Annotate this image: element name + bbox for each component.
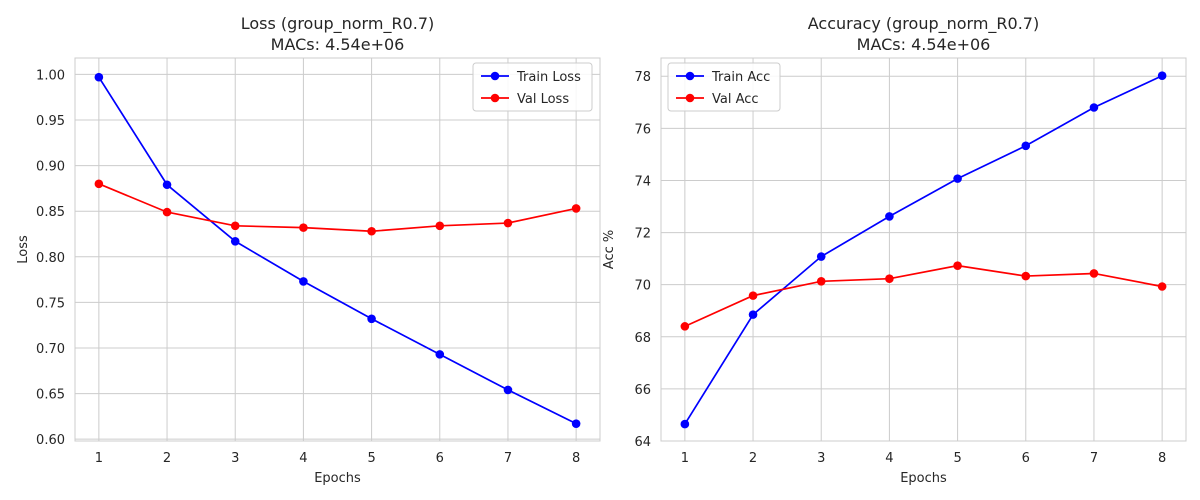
x-tick-label: 3 <box>231 451 239 466</box>
y-tick-label: 74 <box>634 174 651 189</box>
x-tick-label: 2 <box>163 451 171 466</box>
data-point-train <box>94 72 104 82</box>
data-point-val <box>94 179 104 189</box>
data-point-train <box>571 419 581 428</box>
x-tick-label: 6 <box>1022 451 1030 466</box>
y-tick-label: 0.65 <box>36 388 65 403</box>
x-tick-label: 1 <box>95 451 103 466</box>
data-point-train <box>1157 71 1167 81</box>
legend-marker <box>685 71 695 81</box>
y-tick-label: 0.60 <box>36 433 65 448</box>
y-tick-label: 0.80 <box>36 251 65 266</box>
data-point-train <box>367 314 376 324</box>
y-tick-label: 0.70 <box>36 342 65 357</box>
chart-subtitle: MACs: 4.54e+06 <box>271 35 405 54</box>
x-tick-label: 5 <box>953 451 961 466</box>
data-point-train <box>1021 141 1031 151</box>
data-point-val <box>435 221 445 231</box>
plot-frame <box>660 57 1187 442</box>
legend-label: Val Loss <box>517 92 569 107</box>
data-point-train <box>435 350 445 359</box>
legend-label: Train Loss <box>516 70 581 85</box>
y-tick-label: 70 <box>634 279 651 294</box>
series-line-val <box>98 183 577 233</box>
data-point-train <box>885 212 894 221</box>
x-tick-label: 8 <box>1158 451 1166 466</box>
data-point-val <box>816 276 826 286</box>
chart-subtitle: MACs: 4.54e+06 <box>857 35 991 54</box>
data-point-val <box>299 223 308 232</box>
legend-label: Train Acc <box>711 70 770 85</box>
y-tick-label: 0.75 <box>36 296 65 311</box>
x-tick-label: 3 <box>817 451 825 466</box>
data-point-val <box>953 261 962 270</box>
x-tick-label: 4 <box>885 451 893 466</box>
x-tick-label: 4 <box>299 451 307 466</box>
legend-marker <box>685 93 695 103</box>
y-tick-label: 1.00 <box>36 68 65 83</box>
data-point-train <box>230 236 240 246</box>
y-tick-label: 64 <box>634 435 651 450</box>
data-point-train <box>162 180 172 190</box>
data-point-val <box>230 221 240 231</box>
data-point-train <box>680 419 690 429</box>
data-point-train <box>748 310 758 319</box>
x-tick-label: 5 <box>367 451 375 466</box>
x-tick-label: 7 <box>504 451 512 466</box>
data-point-val <box>162 207 172 217</box>
x-tick-label: 8 <box>572 451 580 466</box>
x-axis-label: Epochs <box>900 471 947 486</box>
loss-chart: 1 2 3 4 5 6 7 8 0.60 0.65 0.70 0.75 0.80 0.85 0.90 0.95… <box>16 14 601 486</box>
data-point-val <box>1089 269 1099 278</box>
plot-frame <box>74 57 601 442</box>
y-tick-label: 0.85 <box>36 205 65 220</box>
legend-marker <box>490 93 500 103</box>
chart-title: Accuracy (group_norm_R0.7) <box>808 14 1039 34</box>
x-tick-label: 6 <box>436 451 444 466</box>
data-point-train <box>503 385 513 395</box>
series-line-val <box>684 264 1163 328</box>
data-point-val <box>680 322 690 331</box>
series-line-train <box>98 76 577 425</box>
data-point-val <box>503 218 513 228</box>
x-axis-label: Epochs <box>314 471 361 486</box>
legend-box <box>667 62 781 112</box>
data-point-train <box>1089 103 1099 112</box>
data-point-val <box>367 226 376 236</box>
x-tick-label: 2 <box>749 451 757 466</box>
y-tick-label: 0.95 <box>36 114 65 129</box>
y-axis-label: Loss <box>16 235 31 264</box>
data-point-train <box>299 277 308 286</box>
chart-title: Loss (group_norm_R0.7) <box>241 14 435 34</box>
legend-marker <box>490 71 500 81</box>
data-point-train <box>816 252 826 261</box>
data-point-train <box>953 174 962 183</box>
data-point-val <box>748 291 758 300</box>
y-axis-label: Acc % <box>602 230 617 269</box>
data-point-val <box>1021 271 1031 281</box>
series-line-train <box>684 74 1163 425</box>
data-point-val <box>885 274 894 283</box>
y-tick-label: 76 <box>634 122 651 137</box>
y-tick-label: 0.90 <box>36 160 65 175</box>
y-tick-label: 66 <box>634 383 651 398</box>
x-tick-label: 7 <box>1090 451 1098 466</box>
y-tick-label: 78 <box>634 70 651 85</box>
y-tick-label: 68 <box>634 331 651 346</box>
data-point-val <box>1157 282 1167 291</box>
x-tick-label: 1 <box>681 451 689 466</box>
data-point-val <box>571 204 581 213</box>
legend-box <box>472 62 593 112</box>
y-tick-label: 72 <box>634 227 651 242</box>
legend-label: Val Acc <box>712 92 759 107</box>
